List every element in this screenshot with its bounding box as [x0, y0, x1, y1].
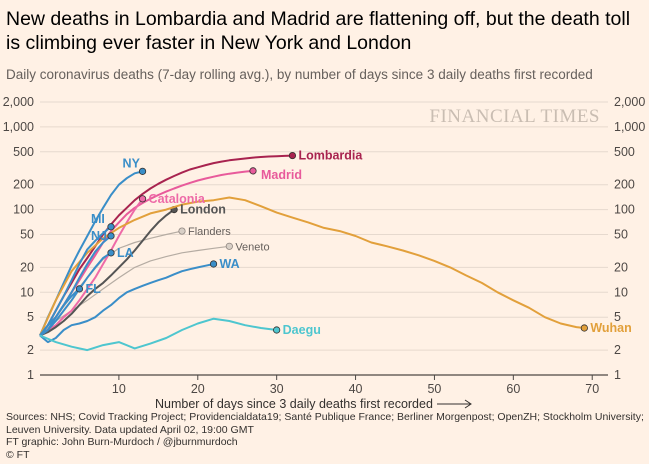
- y-tick-label-right: 200: [614, 178, 635, 192]
- highlighted-series: [39, 151, 588, 352]
- y-tick-label-right: 20: [614, 260, 628, 274]
- sources-line-1: Sources: NHS; Covid Tracking Project; Pr…: [6, 411, 644, 423]
- y-tick-label-left: 200: [13, 178, 34, 192]
- y-tick-label-right: 1: [614, 368, 621, 382]
- series-line-lombardia: [39, 154, 293, 337]
- chart-subtitle: Daily coronavirus deaths (7-day rolling …: [6, 67, 593, 82]
- x-tick-label: 70: [585, 382, 599, 396]
- y-tick-label-left: 10: [20, 285, 34, 299]
- y-tick-label-left: 2,000: [3, 95, 34, 109]
- series-label-mi: MI: [91, 212, 105, 226]
- series-label-catalonia: Catalonia: [149, 192, 206, 206]
- y-axis-left: 1 2 5 10 20 50 100 200 500 1,000 2,000: [3, 95, 34, 382]
- y-tick-label-left: 500: [13, 145, 34, 159]
- series-endpoint-nj: [107, 232, 115, 240]
- series-endpoint-mi: [107, 223, 115, 231]
- series-line-london: [39, 208, 175, 337]
- series-endpoint-fl: [75, 285, 84, 293]
- series-line-fl: [39, 288, 81, 337]
- y-tick-label-right: 100: [614, 203, 635, 217]
- series-line-nj: [39, 235, 112, 337]
- series-endpoint-wa: [209, 260, 218, 268]
- y-tick-label-right: 1,000: [614, 120, 645, 134]
- x-tick-label: 60: [506, 382, 520, 396]
- series-endpoint-wuhan: [580, 324, 588, 332]
- y-tick-label-left: 5: [27, 310, 34, 324]
- ft-brand-mark: FINANCIAL TIMES: [429, 106, 600, 127]
- series-label-london: London: [180, 203, 226, 217]
- y-tick-label-left: 1: [27, 368, 34, 382]
- x-axis: 10 20 30 40 50 60 70: [112, 375, 599, 396]
- sources-line-3: FT graphic: John Burn-Murdoch / @jburnmu…: [6, 436, 238, 448]
- x-tick-label: 20: [191, 382, 205, 396]
- series-label-la: LA: [117, 246, 134, 260]
- x-tick-label: 50: [427, 382, 441, 396]
- series-label-nj: NJ: [91, 229, 107, 243]
- series-label-wa: WA: [220, 257, 240, 271]
- y-tick-label-right: 10: [614, 285, 628, 299]
- x-axis-arrowhead: [464, 399, 472, 409]
- y-tick-label-left: 20: [20, 260, 34, 274]
- y-tick-label-left: 50: [20, 227, 34, 241]
- series-label-ny: NY: [123, 156, 141, 170]
- x-tick-label: 30: [270, 382, 284, 396]
- series-line-wuhan: [39, 196, 585, 336]
- series-label-flanders: Flanders: [188, 226, 231, 238]
- y-tick-label-left: 2: [27, 343, 34, 357]
- x-axis-label-group: Number of days since 3 daily deaths firs…: [155, 397, 472, 410]
- sources-line-2: Leuven University. Data updated April 02…: [6, 423, 254, 436]
- series-endpoint-madrid: [249, 167, 257, 175]
- background-series: [39, 227, 233, 336]
- y-tick-label-right: 500: [614, 145, 635, 159]
- y-tick-label-right: 5: [614, 310, 621, 324]
- series-line-wa: [39, 263, 214, 344]
- chart-title: New deaths in Lombardia and Madrid are f…: [6, 8, 631, 54]
- gridlines: [40, 101, 608, 376]
- series-endpoint-lombardia: [288, 151, 297, 160]
- series-label-daegu: Daegu: [283, 323, 321, 337]
- series-line-mi: [39, 226, 112, 337]
- series-endpoint-flanders: [178, 227, 186, 235]
- x-axis-label: Number of days since 3 daily deaths firs…: [155, 397, 433, 410]
- x-tick-label: 10: [112, 382, 126, 396]
- series-endpoint-ny: [138, 167, 147, 175]
- y-tick-label-left: 100: [13, 203, 34, 217]
- y-axis-right: 1 2 5 10 20 50 100 200 500 1,000 2,000: [614, 95, 645, 382]
- series-endpoint-catalonia: [138, 195, 147, 203]
- sources-line-4: © FT: [6, 448, 30, 461]
- series-line-daegu: [39, 317, 277, 352]
- series-endpoint-veneto: [225, 242, 233, 250]
- series-endpoint-la: [107, 249, 115, 257]
- series-label-fl: FL: [85, 282, 101, 296]
- series-label-wuhan: Wuhan: [590, 321, 631, 335]
- y-tick-label-right: 50: [614, 227, 628, 241]
- x-tick-label: 40: [349, 382, 363, 396]
- y-tick-label-right: 2: [614, 343, 621, 357]
- series-label-madrid: Madrid: [261, 168, 302, 182]
- series-endpoint-daegu: [273, 326, 281, 334]
- series-label-lombardia: Lombardia: [298, 149, 363, 163]
- series-labels: Flanders Veneto Lombardia Madrid Catalonia NY…: [85, 149, 631, 337]
- y-tick-label-left: 1,000: [3, 120, 34, 134]
- series-label-veneto: Veneto: [235, 241, 269, 253]
- sources-note: Sources: NHS; Covid Tracking Project; Pr…: [6, 411, 646, 461]
- y-tick-label-right: 2,000: [614, 95, 645, 109]
